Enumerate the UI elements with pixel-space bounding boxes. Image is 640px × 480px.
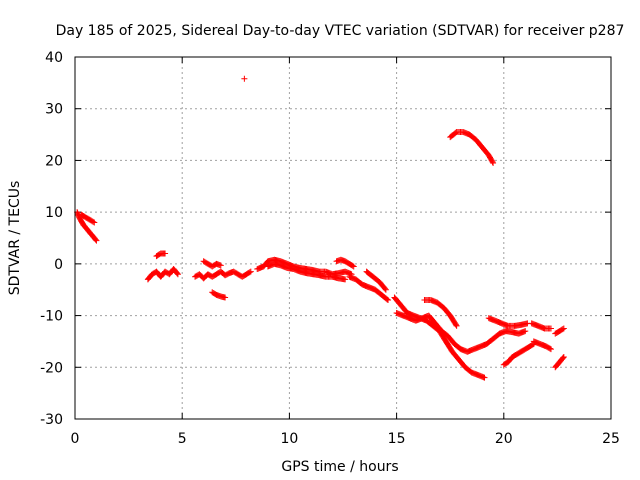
data-point xyxy=(349,262,356,269)
data-point xyxy=(522,328,529,335)
y-tick-label: 10 xyxy=(45,205,63,221)
y-tick-label: 0 xyxy=(54,257,63,273)
data-point xyxy=(559,326,566,333)
data-point xyxy=(385,297,392,304)
data-point xyxy=(453,322,460,329)
chart-title: Day 185 of 2025, Sidereal Day-to-day VTE… xyxy=(56,23,625,39)
data-point xyxy=(174,270,181,277)
x-axis-label: GPS time / hours xyxy=(281,459,398,475)
y-tick-label: -10 xyxy=(40,309,63,325)
data-point xyxy=(384,296,391,303)
data-points xyxy=(74,75,567,381)
data-point xyxy=(241,75,248,82)
y-tick-label: -30 xyxy=(40,412,63,428)
data-point xyxy=(560,354,567,361)
grid xyxy=(75,57,611,419)
x-tick-label: 20 xyxy=(495,431,513,447)
data-point xyxy=(350,263,357,270)
y-tick-label: 20 xyxy=(45,153,63,169)
data-point xyxy=(490,160,497,167)
data-point xyxy=(91,219,98,226)
x-tick-label: 0 xyxy=(71,431,80,447)
data-point xyxy=(93,237,100,244)
data-point xyxy=(382,286,389,293)
data-point xyxy=(382,285,389,292)
axis-ticks: 0 5 10 15 20 25 -30 -20 -10 0 10 20 30 40 xyxy=(40,50,620,447)
y-axis-label: SDTVAR / TECUs xyxy=(7,181,23,296)
data-point xyxy=(92,236,99,243)
data-point xyxy=(547,346,554,353)
plot-frame xyxy=(74,56,612,420)
data-point xyxy=(174,271,181,278)
x-tick-label: 15 xyxy=(388,431,406,447)
x-tick-label: 5 xyxy=(178,431,187,447)
data-point xyxy=(222,294,229,301)
data-point xyxy=(489,158,496,165)
data-point xyxy=(217,262,224,269)
y-tick-label: 40 xyxy=(45,50,63,66)
y-tick-label: 30 xyxy=(45,102,63,118)
x-tick-label: 10 xyxy=(280,431,298,447)
data-point xyxy=(90,218,97,225)
data-point xyxy=(342,276,349,283)
data-point xyxy=(452,321,459,328)
data-point xyxy=(546,345,553,352)
data-point xyxy=(247,268,254,275)
data-point xyxy=(481,374,488,381)
x-tick-label: 25 xyxy=(602,431,620,447)
data-point xyxy=(560,353,567,360)
data-point xyxy=(246,269,253,276)
data-point xyxy=(162,250,169,257)
data-point xyxy=(560,325,567,332)
y-tick-label: -20 xyxy=(40,360,63,376)
data-point xyxy=(547,325,554,332)
